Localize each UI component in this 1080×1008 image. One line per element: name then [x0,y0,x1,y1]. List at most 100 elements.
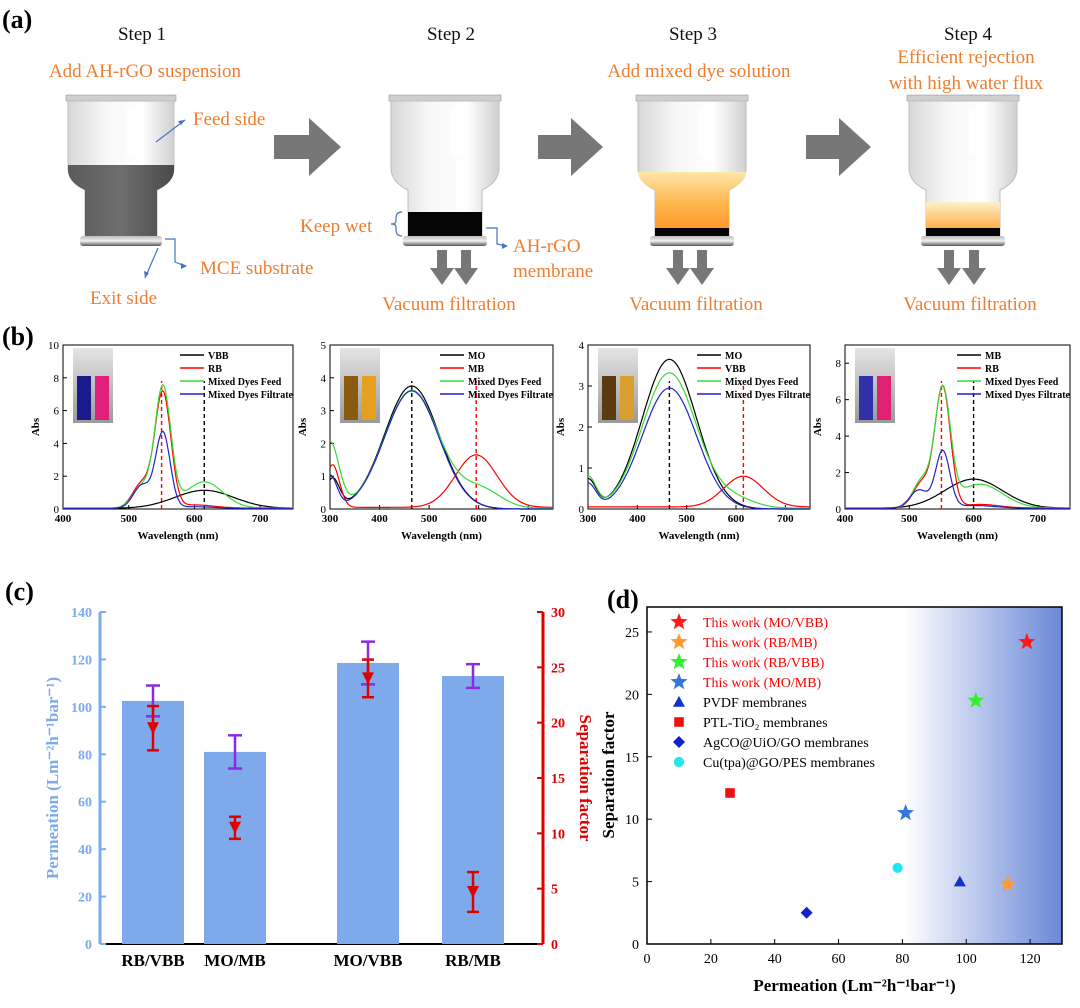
cuvette-filtrate [362,376,376,420]
y-tick-label: 8 [54,373,60,385]
x-tick-label: 300 [580,513,597,525]
cuvette-feed [344,376,358,420]
cuvette-feed [859,376,873,420]
legend-marker [670,633,688,650]
plot-frame [329,344,554,510]
y-tick-label: 6 [836,395,842,407]
x-tick-label: 100 [956,952,977,967]
membrane-label-line-1: AH-rGO [513,236,581,257]
panel-label-b: (b) [2,322,34,351]
x-tick-label: 700 [1030,513,1047,525]
series-line-mixed-dyes-filtrate [588,387,810,510]
y-tick-label: 0 [321,504,327,516]
vacuum-label-step-4: Vacuum filtration [903,294,1037,315]
plot-frame [646,606,1063,945]
permeation-separation-chart: 0 20 40 60 80 100 120 140 0 5 10 15 20 25 30 RB/VBB MO/M… [43,606,595,970]
panel-label-c: (c) [5,577,34,606]
left-tick-label: 140 [71,606,92,621]
panel-label-a: (a) [2,5,32,34]
mce-substrate-pointer [165,238,186,267]
y-tick-label: 0 [54,504,60,516]
vacuum-label-step-2: Vacuum filtration [382,294,516,315]
x-tick-label: 600 [728,513,745,525]
cuvette-feed [77,376,91,420]
x-tick-label: 600 [186,513,203,525]
down-arrows-step-3 [666,250,714,285]
x-tick-label: 400 [837,513,854,525]
right-tick-label: 25 [551,661,565,676]
y-tick-label: 2 [321,438,327,450]
y-tick-label: 5 [632,876,639,891]
y-tick-label: 4 [321,373,327,385]
legend-label: This work (MO/VBB) [703,616,829,631]
panel-label-d: (d) [607,585,639,614]
data-point [1018,632,1036,650]
legend-marker [673,756,685,768]
membrane-label-line-2: membrane [513,261,593,282]
x-tick-label: 600 [470,513,487,525]
plot-frame [844,344,1071,510]
y-tick-label: 1 [579,463,585,475]
step-2-title: Step 2 [427,24,475,45]
separation-marker [147,722,159,735]
permeation-bar [337,662,399,944]
x-tick-label: 40 [768,952,782,967]
series-line-mixed-dyes-filtrate [329,390,553,510]
legend-label: PVDF membranes [703,696,807,711]
category-label: RB/MB [445,951,501,970]
legend-label: Mixed Dyes Feed [985,377,1059,388]
y-tick-label: 0 [579,504,585,516]
permeation-bar [204,751,266,944]
legend-label: This work (RB/VBB) [703,656,825,671]
y-tick-label: 3 [579,381,585,393]
plot-frame [62,344,294,510]
legend-marker [670,613,688,630]
y-tick-label: 2 [54,471,60,483]
data-point [725,788,735,798]
right-tick-label: 10 [551,827,565,842]
category-label: MO/VBB [334,951,403,970]
x-tick-label: 80 [895,952,909,967]
legend-label: This work (RB/MB) [703,636,818,651]
cuvette-filtrate [95,376,109,420]
vacuum-label-step-3: Vacuum filtration [629,294,763,315]
step-3-title: Step 3 [669,24,717,45]
y-tick-label: 6 [54,406,60,418]
down-arrows-step-2 [430,250,478,285]
y-tick-label: 8 [836,358,842,370]
x-axis-title: Wavelength (nm) [659,530,740,542]
x-axis-title: Permeation (Lm⁻²h⁻¹bar⁻¹) [753,976,955,995]
membrane-pointer [486,227,507,247]
legend-label: Mixed Dyes Feed [725,377,799,388]
x-tick-label: 500 [120,513,137,525]
step-3-caption: Add mixed dye solution [607,61,791,82]
y-tick-label: 3 [321,406,327,418]
y-axis-title: Separation factor [599,711,618,838]
y-axis-title: Abs [297,417,309,436]
data-point [897,803,915,821]
y-tick-label: 10 [625,813,639,828]
series-line-mb [845,478,1071,509]
funnel-step-1 [65,94,177,246]
y-tick-label: 5 [321,340,327,352]
spectrum-panel-1: 400 500 600 700 0 2 4 6 8 10 Wavelength (nm) Abs VBB… [30,340,294,542]
x-axis-title: Wavelength (nm) [401,530,482,542]
x-tick-label: 400 [55,513,72,525]
left-tick-label: 120 [71,653,92,668]
series-line-mb [329,454,553,508]
legend-marker [670,653,688,670]
exit-side-label: Exit side [90,288,157,309]
y-tick-label: 0 [836,504,842,516]
left-tick-label: 60 [78,796,92,811]
left-tick-label: 20 [78,891,92,906]
legend-label: Mixed Dyes Feed [208,377,282,388]
legend-marker [673,696,685,707]
x-tick-label: 700 [252,513,269,525]
mce-substrate-label: MCE substrate [200,258,313,279]
step-1-title: Step 1 [118,24,166,45]
keep-wet-brace [390,211,403,237]
left-tick-label: 100 [71,701,92,716]
legend-label: VBB [725,364,746,375]
legend-label: VBB [208,351,229,362]
